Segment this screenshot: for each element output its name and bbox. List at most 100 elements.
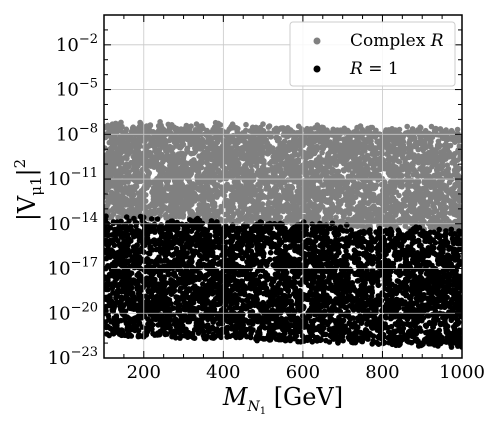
data-point [250,203,257,209]
data-point [342,139,348,146]
data-point [151,204,158,210]
data-point [119,178,125,185]
data-point [160,170,167,176]
data-point [143,192,149,198]
data-point [429,164,435,170]
data-point [390,142,397,148]
data-point [446,175,453,181]
data-point [153,209,160,216]
data-point [268,200,275,206]
data-point [382,221,389,228]
data-point [404,165,410,172]
data-point [116,168,122,174]
data-point [162,156,168,163]
data-point [299,164,305,170]
data-point [319,158,326,165]
data-point [209,168,216,175]
data-point [399,163,405,170]
data-point [198,164,205,171]
data-point [274,130,280,137]
data-point [362,143,369,150]
data-point [156,184,162,190]
data-points [104,119,462,350]
data-point [104,145,108,151]
data-point [425,135,431,142]
data-point [275,146,281,152]
data-point [192,142,199,149]
data-point [253,127,260,133]
data-point [145,180,151,186]
data-point [223,186,229,193]
data-point [144,144,150,150]
data-point [234,188,240,195]
data-point [372,183,379,189]
data-point [382,180,388,186]
data-point [126,202,132,208]
data-point [339,146,346,152]
data-point [354,156,361,162]
data-point [329,192,336,199]
data-point [364,166,370,172]
data-point [265,151,271,157]
data-point [393,164,399,170]
data-point [354,186,361,192]
data-point [413,192,420,198]
data-point [342,197,348,203]
data-point [433,183,440,189]
data-point [180,214,186,220]
data-point [334,140,340,147]
data-point [397,183,404,189]
data-point [258,192,265,199]
data-point [400,144,407,151]
data-point [182,193,189,199]
data-point [240,152,247,158]
data-point [221,192,228,199]
data-point [289,169,296,176]
data-point [252,214,259,220]
data-point [246,184,252,190]
data-point [171,139,178,146]
data-point [136,194,143,201]
data-point [277,140,284,146]
data-point [289,164,296,171]
data-point [117,209,124,216]
data-point [166,124,173,130]
data-point [151,140,157,146]
data-point [196,123,202,130]
data-point [435,156,442,163]
data-point [313,158,320,165]
data-point [172,173,178,179]
data-point [115,214,121,221]
data-point [172,212,178,219]
data-point [318,189,325,195]
data-point [140,137,146,143]
data-point [187,124,193,130]
data-point [326,175,333,181]
data-point [208,179,215,185]
data-point [221,173,228,180]
data-point [119,199,125,205]
data-point [289,193,295,200]
data-point [173,158,180,164]
data-point [373,157,380,163]
data-point [451,171,458,178]
data-point [306,208,313,215]
data-point [149,189,155,196]
data-point [342,191,349,198]
data-point [341,160,347,167]
data-point [392,204,399,210]
data-point [407,137,413,143]
data-point [392,154,398,160]
data-point [439,163,446,170]
data-point [384,197,391,203]
data-point [390,197,397,203]
data-point [336,207,343,213]
data-point [239,197,245,204]
data-point [151,154,157,160]
data-point [266,212,272,219]
data-point [263,137,270,143]
data-point [414,181,420,188]
data-point [111,156,117,163]
data-point [220,130,226,137]
data-point [134,167,140,174]
